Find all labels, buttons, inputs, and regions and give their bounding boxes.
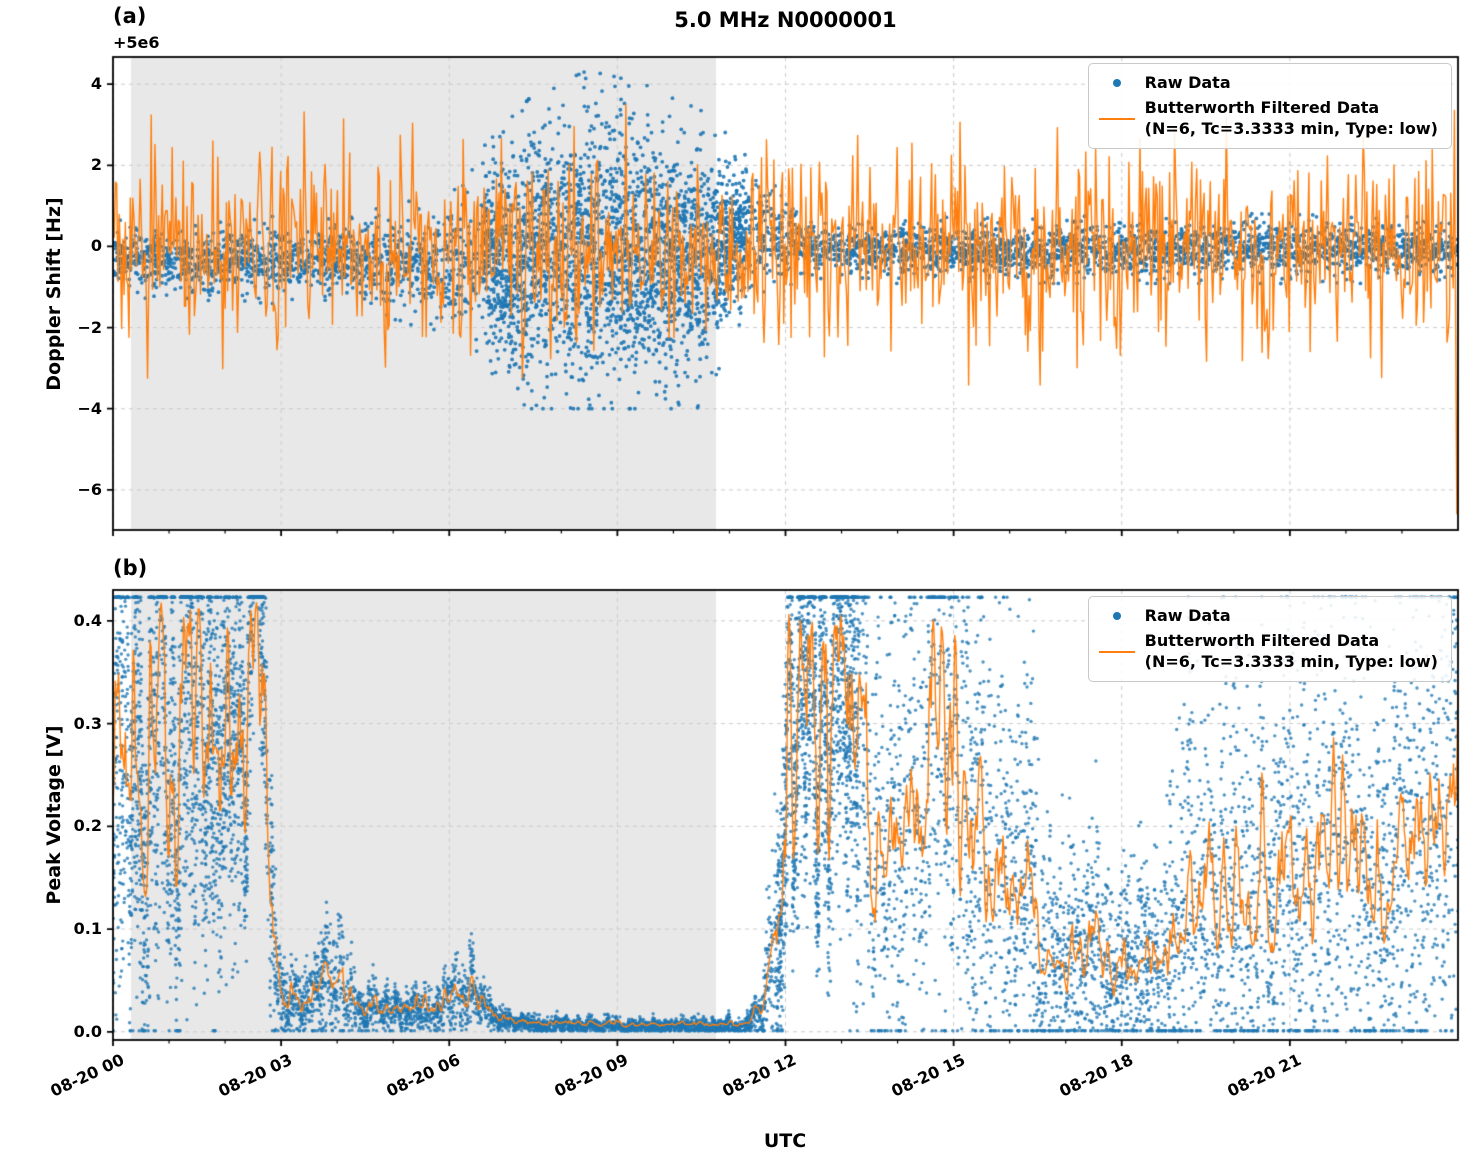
raw-data-dot-marker (1112, 612, 1121, 621)
raw-data-dot-marker (1112, 79, 1121, 88)
y-tick-label: 0.2 (73, 816, 102, 836)
y-axis-label-doppler: Doppler Shift [Hz] (43, 197, 65, 391)
legend-filtered-label: Butterworth Filtered Data (1144, 98, 1380, 118)
panel-label-a: (a) (113, 4, 147, 28)
y-tick-label: −2 (77, 317, 102, 337)
legend-filtered-label: Butterworth Filtered Data (1144, 631, 1380, 651)
y-axis-offset-text: +5e6 (113, 33, 160, 52)
legend-filtered-sublabel: (N=6, Tc=3.3333 min, Type: low) (1144, 118, 1438, 138)
y-tick-label: −6 (77, 479, 102, 499)
filtered-data-line-marker (1098, 650, 1135, 653)
legend-raw-label: Raw Data (1144, 606, 1231, 625)
panel-label-b: (b) (113, 556, 148, 580)
legend-entry-filtered: Butterworth Filtered Data (N=6, Tc=3.3333… (1098, 631, 1438, 672)
y-tick-label: 2 (90, 155, 102, 175)
y-tick-label: 0.3 (73, 713, 102, 733)
figure-title: 5.0 MHz N0000001 (674, 8, 897, 32)
legend-entry-raw: Raw Data (1099, 606, 1438, 626)
legend-entry-filtered: Butterworth Filtered Data (N=6, Tc=3.3333… (1098, 98, 1438, 139)
y-tick-label: 0 (90, 236, 102, 256)
y-tick-label: 0.1 (73, 919, 102, 939)
legend-panel-a: Raw Data Butterworth Filtered Data (N=6, … (1087, 63, 1452, 150)
legend-filtered-sublabel: (N=6, Tc=3.3333 min, Type: low) (1144, 651, 1438, 671)
y-axis-label-voltage: Peak Voltage [V] (43, 725, 65, 905)
filtered-data-line-marker (1098, 117, 1135, 120)
legend-raw-label: Raw Data (1144, 73, 1231, 92)
y-tick-label: −4 (77, 398, 102, 418)
y-tick-label: 4 (90, 74, 102, 94)
y-tick-label: 0.0 (73, 1021, 102, 1041)
x-axis-label: UTC (763, 1130, 807, 1152)
y-tick-label: 0.4 (73, 610, 102, 630)
legend-entry-raw: Raw Data (1099, 73, 1438, 93)
legend-panel-b: Raw Data Butterworth Filtered Data (N=6, … (1087, 596, 1452, 683)
